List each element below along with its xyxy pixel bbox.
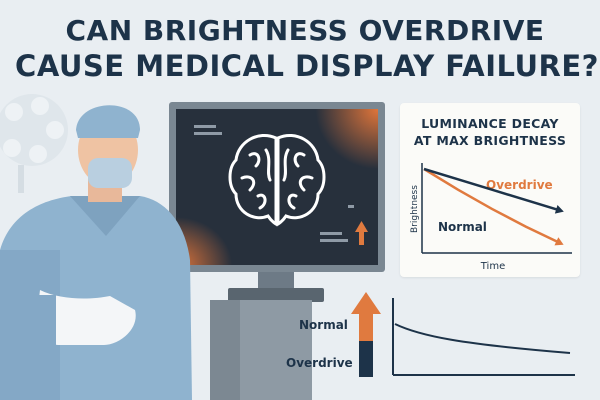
luminance-chart: Brightness Time Overdrive Normal [410,163,572,272]
chart-xlabel: Time [480,261,505,272]
up-arrow-icon [355,221,368,245]
doctor-figure [0,105,192,400]
luminance-chart-card: LUMINANCE DECAY AT MAX BRIGHTNESS Bright… [400,103,580,277]
bar-gauge [351,292,381,377]
chart-title: LUMINANCE DECAY AT MAX BRIGHTNESS [400,115,580,149]
series-label-normal: Normal [438,220,487,234]
page-headline: CAN BRIGHTNESS OVERDRIVE CAUSE MEDICAL D… [0,14,600,84]
bar-label-overdrive: Overdrive [286,356,353,370]
bar-label-normal: Normal [299,318,348,332]
surgical-lamp-icon [0,94,68,193]
chart-title-line-2: AT MAX BRIGHTNESS [413,133,567,148]
series-line-normal [423,167,561,212]
bottom-decay-chart [392,298,575,376]
series-line-overdrive [423,167,561,245]
monitor-stand [210,268,324,400]
monitor [169,102,385,272]
chart-title-line-1: LUMINANCE DECAY [421,116,559,131]
chart-ylabel: Brightness [410,185,420,233]
series-label-overdrive: Overdrive [486,178,553,192]
series-arrowhead-overdrive [554,237,564,246]
brain-icon [228,134,326,227]
headline-line-1: CAN BRIGHTNESS OVERDRIVE [65,14,545,47]
series-arrowhead-normal [554,204,564,214]
headline-line-2: CAUSE MEDICAL DISPLAY FAILURE? [15,49,599,83]
